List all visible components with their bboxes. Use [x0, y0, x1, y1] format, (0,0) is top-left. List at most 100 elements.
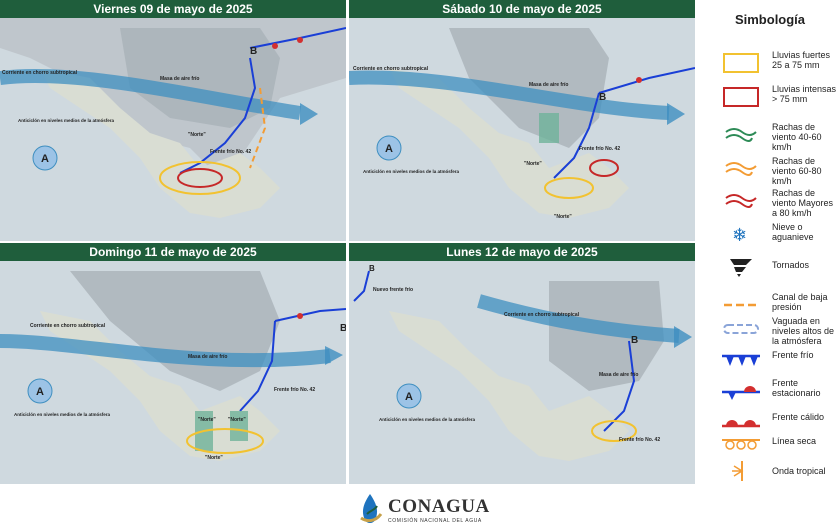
legend-label: Frente estacionario [772, 378, 821, 398]
brand-name: CONAGUA [388, 496, 490, 517]
legend-label: Tornados [772, 260, 810, 270]
legend-label: Nieve o aguanieve [772, 222, 814, 242]
legend-item-dry-line: Línea seca [700, 432, 840, 460]
conagua-logo-icon [360, 494, 383, 523]
map-canvas: A B Corriente en chorro subtropical Masa… [0, 261, 346, 484]
map-canvas: A B Corriente en chorro subtropical Masa… [349, 18, 695, 241]
green-wind-icon [725, 128, 757, 142]
jet-label: Corriente en chorro subtropical [353, 66, 429, 72]
tornado-icon [730, 259, 752, 277]
map-canvas: A B Corriente en chorro subtropical Masa… [0, 18, 346, 241]
anticyclone-label: Anticiclón en niveles medios de la atmós… [363, 169, 460, 174]
legend-item-stationary-front: Frente estacionario [700, 378, 840, 406]
legend-label: Onda tropical [772, 466, 826, 476]
legend-item-wind-40: Rachas de viento 40-60 km/h [700, 122, 840, 152]
legend-panel: Simbología Lluvias fuertes 25 a 75 mm Ll… [700, 0, 840, 460]
legend-item-wind-80: Rachas de viento Mayores a 80 km/h [700, 188, 840, 218]
anticyclone [376, 135, 402, 161]
anticyclone-label: Anticiclón en niveles medios de la atmós… [379, 417, 476, 422]
mexico-land [389, 311, 629, 461]
red-box-icon [723, 87, 759, 107]
panel-title: Sábado 10 de mayo de 2025 [349, 0, 695, 18]
cold-front-line [239, 320, 276, 412]
anticyclone [27, 378, 53, 404]
heavy-rain-zone [544, 177, 594, 199]
front-label: Frente frío No. 42 [274, 387, 315, 393]
low-pressure-letter: B [250, 46, 257, 57]
air-mass-label: Masa de aire frío [599, 372, 638, 378]
snowflake-icon: ❄ [732, 225, 747, 246]
high-pressure-letter: A [41, 153, 49, 165]
high-pressure-letter: A [405, 391, 413, 403]
cold-front-line [553, 92, 600, 179]
warm-front-icon [722, 420, 760, 428]
legend-item-tropical-wave: Onda tropical [700, 460, 840, 488]
legend-label: Lluvias fuertes 25 a 75 mm [772, 50, 831, 70]
legend-label: Vaguada en niveles altos de la atmósfera [772, 316, 835, 346]
legend-item-cold-front: Frente frío [700, 348, 840, 376]
trough-icon [724, 303, 758, 307]
high-pressure-letter: A [36, 386, 44, 398]
cold-air-mass [549, 281, 664, 391]
panel-title: Domingo 11 de mayo de 2025 [0, 243, 346, 261]
dry-line-icon [722, 439, 760, 450]
upper-trough-icon [723, 324, 759, 334]
legend-item-warm-front: Frente cálido [700, 408, 840, 436]
anticyclone-label: Anticiclón en niveles medios de la atmós… [14, 412, 111, 417]
jet-stream-arrow [0, 69, 302, 120]
legend-item-upper-trough: Vaguada en niveles altos de la atmósfera [700, 316, 840, 346]
legend-label: Rachas de viento 40-60 km/h [772, 122, 822, 152]
norte-label: "Norte" [198, 417, 216, 423]
map-panel-sabado: Sábado 10 de mayo de 2025 A B Corriente … [349, 0, 695, 241]
norte-label: "Norte" [554, 214, 572, 220]
intense-rain-zone [177, 168, 223, 188]
legend-label: Línea seca [772, 436, 817, 446]
low-pressure-letter: B [369, 264, 375, 273]
anticyclone [396, 383, 422, 409]
map-canvas: A B B Corriente en chorro subtropical Ma… [349, 261, 695, 484]
norte-label: "Norte" [524, 161, 542, 167]
tropical-wave-icon [732, 461, 744, 481]
jet-stream-arrow [349, 70, 670, 120]
jet-stream-arrow [0, 334, 331, 368]
air-mass-label: Masa de aire frío [188, 354, 227, 360]
high-pressure-letter: A [385, 143, 393, 155]
svg-text:❄: ❄ [732, 225, 747, 246]
footer [0, 486, 840, 532]
jet-label: Corriente en chorro subtropical [2, 70, 78, 76]
legend-item-wind-60: Rachas de viento 60-80 km/h [700, 156, 840, 186]
norte-label: "Norte" [228, 417, 246, 423]
intense-rain-zone [589, 159, 619, 177]
norte-label: "Norte" [205, 455, 223, 461]
new-front-label: Nuevo frente frío [373, 287, 413, 293]
anticyclone-label: Anticiclón en niveles medios de la atmós… [18, 118, 115, 123]
norte-label: "Norte" [188, 132, 206, 138]
heavy-rain-zone [186, 428, 264, 454]
heavy-rain-zone [159, 161, 241, 195]
heavy-rain-zone [591, 420, 637, 442]
front-label: Frente frío No. 42 [579, 146, 620, 152]
brand-subtitle: COMISIÓN NACIONAL DEL AGUA [388, 518, 482, 524]
new-cold-front [353, 270, 370, 302]
front-label: Frente frío No. 42 [619, 437, 660, 443]
front-label: Frente frío No. 42 [210, 149, 251, 155]
legend-item-tornado: Tornados [700, 254, 840, 282]
cold-front-icon [722, 354, 760, 366]
map-panel-lunes: Lunes 12 de mayo de 2025 A B B Corriente… [349, 243, 695, 484]
anticyclone [32, 145, 58, 171]
low-pressure-letter: B [340, 323, 346, 334]
jet-label: Corriente en chorro subtropical [30, 323, 106, 329]
panel-title: Lunes 12 de mayo de 2025 [349, 243, 695, 261]
air-mass-label: Masa de aire frío [160, 76, 199, 82]
legend-item-trough: Canal de baja presión [700, 292, 840, 320]
map-panel-viernes: Viernes 09 de mayo de 2025 A B Corriente… [0, 0, 346, 241]
norte-arrow [230, 411, 248, 441]
trough-line [249, 87, 267, 169]
legend-label: Canal de baja presión [772, 292, 828, 312]
cold-front-line [179, 57, 257, 174]
low-pressure-letter: B [631, 335, 638, 346]
jet-label: Corriente en chorro subtropical [504, 312, 580, 318]
panel-title: Viernes 09 de mayo de 2025 [0, 0, 346, 18]
air-mass-label: Masa de aire frío [529, 82, 568, 88]
legend-label: Rachas de viento Mayores a 80 km/h [772, 188, 834, 218]
